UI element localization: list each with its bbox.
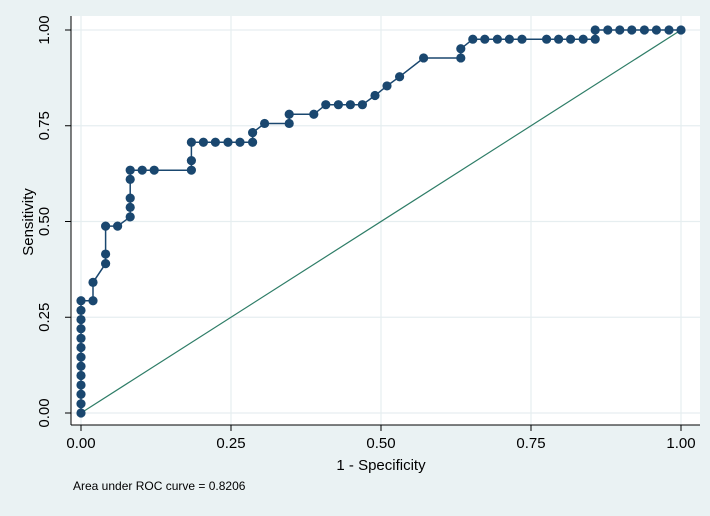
roc-point xyxy=(456,44,466,54)
roc-point xyxy=(125,165,135,175)
roc-point xyxy=(566,34,576,44)
roc-point xyxy=(590,25,600,35)
roc-point xyxy=(248,137,258,147)
roc-point xyxy=(615,25,625,35)
roc-point xyxy=(137,165,147,175)
roc-point xyxy=(284,118,294,129)
roc-point xyxy=(149,165,159,175)
x-tick-label: 0.50 xyxy=(366,435,395,452)
roc-point xyxy=(186,137,196,147)
y-tick-label: 0.00 xyxy=(36,398,53,427)
roc-point xyxy=(113,221,123,231)
roc-point xyxy=(125,202,135,212)
x-tick-label: 0.75 xyxy=(516,435,545,452)
roc-point xyxy=(235,137,245,147)
roc-point xyxy=(76,380,86,390)
roc-point xyxy=(76,305,86,315)
auc-note: Area under ROC curve = 0.8206 xyxy=(73,479,246,493)
roc-point xyxy=(370,90,380,101)
y-tick-label: 0.25 xyxy=(36,303,53,332)
x-tick-label: 1.00 xyxy=(666,435,695,452)
roc-point xyxy=(590,34,600,44)
roc-point xyxy=(517,34,527,44)
roc-point xyxy=(186,156,196,166)
roc-point xyxy=(248,128,258,138)
axes: 0.00 0.25 0.50 0.75 1.00 0.00 0.25 0.50 0.75 1.00 xyxy=(36,15,700,452)
roc-point xyxy=(333,100,343,110)
roc-point xyxy=(664,25,674,35)
roc-point xyxy=(492,34,502,44)
roc-point xyxy=(210,137,220,147)
roc-point xyxy=(186,165,196,175)
roc-point xyxy=(357,100,367,110)
roc-point xyxy=(88,296,98,306)
roc-point xyxy=(554,34,564,44)
roc-point xyxy=(76,389,86,399)
roc-point xyxy=(125,193,135,203)
roc-point xyxy=(627,25,637,35)
roc-point xyxy=(76,352,86,362)
roc-point xyxy=(76,314,86,325)
roc-point xyxy=(309,109,319,119)
roc-point xyxy=(76,342,86,353)
roc-point xyxy=(76,296,86,306)
roc-point xyxy=(480,34,490,44)
roc-point xyxy=(456,53,466,63)
roc-point xyxy=(125,174,135,184)
roc-point xyxy=(125,212,135,222)
roc-point xyxy=(395,72,405,82)
roc-point xyxy=(76,399,86,409)
roc-point xyxy=(639,25,650,35)
roc-point xyxy=(676,25,686,35)
x-axis-label: 1 - Specificity xyxy=(336,457,426,474)
y-tick-label: 0.50 xyxy=(36,207,53,236)
x-tick-label: 0.25 xyxy=(216,435,245,452)
roc-point xyxy=(76,408,86,418)
roc-point xyxy=(76,361,86,371)
roc-point xyxy=(76,324,86,334)
y-axis-label: Sensitivity xyxy=(20,188,37,256)
roc-point xyxy=(345,100,355,110)
plot-area xyxy=(71,16,700,425)
reference-line-group xyxy=(80,29,682,414)
y-tick-label: 1.00 xyxy=(36,15,53,44)
roc-point xyxy=(101,221,111,231)
roc-point xyxy=(542,34,552,44)
roc-point xyxy=(88,277,98,287)
roc-point xyxy=(76,333,86,343)
reference-line xyxy=(80,29,682,414)
x-tick-label: 0.00 xyxy=(66,435,95,452)
roc-point xyxy=(419,53,429,63)
grid-lines xyxy=(71,16,700,425)
y-tick-label: 0.75 xyxy=(36,111,53,140)
roc-point xyxy=(101,249,111,259)
roc-point xyxy=(223,137,233,147)
roc-point xyxy=(198,137,208,147)
roc-point xyxy=(468,34,478,44)
roc-point xyxy=(284,109,294,119)
roc-point xyxy=(603,25,613,35)
roc-point xyxy=(578,34,588,44)
roc-point xyxy=(504,34,514,44)
roc-point xyxy=(76,370,86,381)
roc-point xyxy=(651,25,662,35)
roc-point xyxy=(382,81,392,91)
roc-point xyxy=(101,259,111,269)
roc-point xyxy=(321,100,331,110)
roc-point xyxy=(260,118,270,129)
roc-markers xyxy=(76,25,686,418)
